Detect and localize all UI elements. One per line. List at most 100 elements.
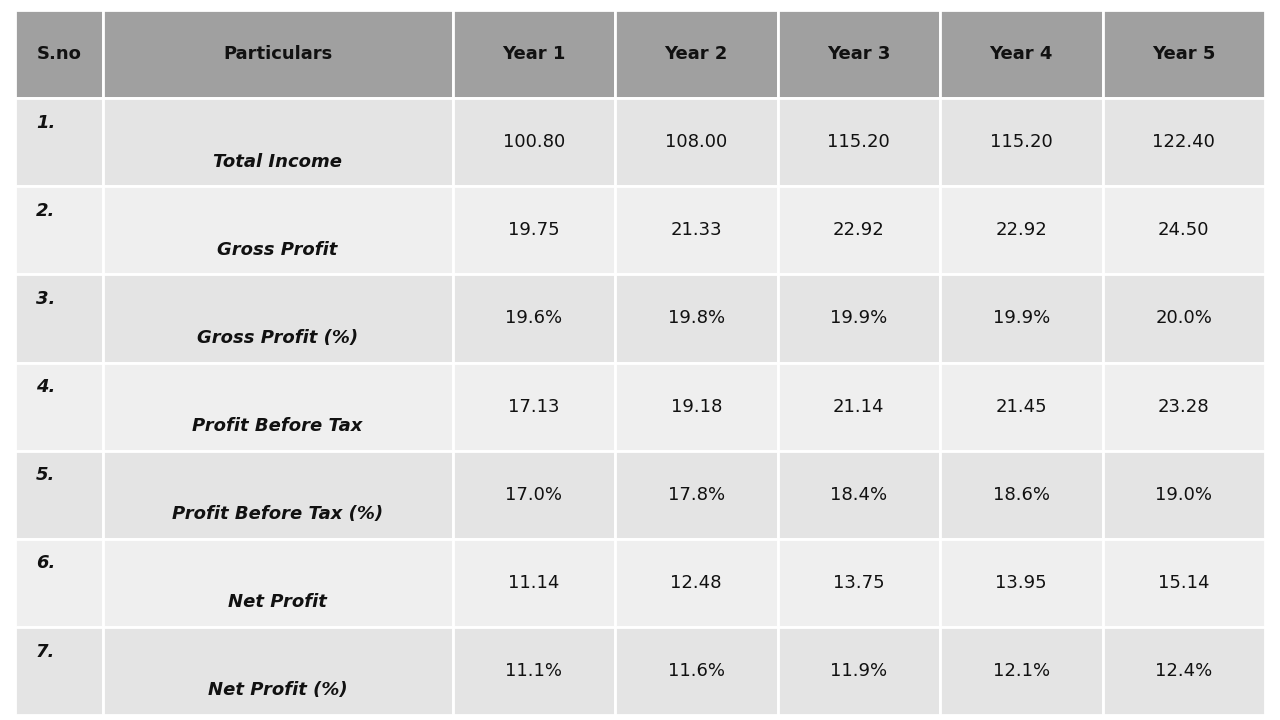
Text: 20.0%: 20.0% (1156, 310, 1212, 328)
Text: 4.: 4. (36, 378, 55, 396)
Text: 23.28: 23.28 (1158, 397, 1210, 415)
Text: 12.48: 12.48 (671, 574, 722, 592)
Bar (453, 627, 614, 715)
Bar (1102, 451, 1265, 539)
Bar (777, 10, 940, 98)
Text: S.no: S.no (36, 45, 81, 63)
Text: 2.: 2. (36, 202, 55, 220)
Text: 7.: 7. (36, 642, 55, 660)
Bar (777, 451, 940, 539)
Text: Particulars: Particulars (223, 45, 332, 63)
Text: Year 5: Year 5 (1152, 45, 1216, 63)
Text: Year 4: Year 4 (989, 45, 1053, 63)
Bar (777, 98, 940, 186)
Bar (940, 98, 1102, 186)
Text: 3.: 3. (36, 290, 55, 308)
Bar (940, 539, 1102, 627)
Text: Total Income: Total Income (212, 153, 342, 171)
Text: 22.92: 22.92 (833, 221, 884, 239)
Bar (1102, 362, 1265, 451)
Text: 115.20: 115.20 (989, 133, 1052, 151)
Bar (614, 274, 777, 362)
Bar (102, 362, 453, 451)
Bar (15, 98, 102, 186)
Text: 108.00: 108.00 (666, 133, 727, 151)
Bar (1102, 627, 1265, 715)
Text: Year 3: Year 3 (827, 45, 891, 63)
Text: 19.8%: 19.8% (668, 310, 724, 328)
Text: 6.: 6. (36, 554, 55, 572)
Bar (1102, 539, 1265, 627)
Bar (15, 186, 102, 274)
Bar (777, 274, 940, 362)
Text: 22.92: 22.92 (996, 221, 1047, 239)
Bar (15, 10, 102, 98)
Bar (614, 98, 777, 186)
Text: 11.6%: 11.6% (668, 662, 724, 680)
Text: 12.1%: 12.1% (993, 662, 1050, 680)
Bar (614, 362, 777, 451)
Text: 5.: 5. (36, 467, 55, 485)
Text: 19.6%: 19.6% (506, 310, 562, 328)
Text: 21.33: 21.33 (671, 221, 722, 239)
Bar (614, 10, 777, 98)
Bar (102, 539, 453, 627)
Text: 115.20: 115.20 (827, 133, 890, 151)
Text: Net Profit: Net Profit (228, 593, 326, 611)
Bar (102, 274, 453, 362)
Text: Profit Before Tax: Profit Before Tax (192, 417, 362, 435)
Bar (1102, 10, 1265, 98)
Bar (614, 539, 777, 627)
Text: 1.: 1. (36, 114, 55, 132)
Bar (102, 98, 453, 186)
Bar (453, 539, 614, 627)
Text: 19.9%: 19.9% (992, 310, 1050, 328)
Text: 17.8%: 17.8% (668, 486, 724, 504)
Bar (453, 98, 614, 186)
Text: 19.9%: 19.9% (831, 310, 887, 328)
Text: 18.4%: 18.4% (831, 486, 887, 504)
Bar (940, 186, 1102, 274)
Text: 122.40: 122.40 (1152, 133, 1215, 151)
Bar (15, 627, 102, 715)
Text: 17.0%: 17.0% (506, 486, 562, 504)
Bar (614, 186, 777, 274)
Bar (1102, 274, 1265, 362)
Text: Net Profit (%): Net Profit (%) (207, 681, 347, 699)
Text: 24.50: 24.50 (1158, 221, 1210, 239)
Text: 100.80: 100.80 (503, 133, 564, 151)
Bar (102, 451, 453, 539)
Text: 18.6%: 18.6% (993, 486, 1050, 504)
Bar (940, 362, 1102, 451)
Bar (1102, 98, 1265, 186)
Text: 11.9%: 11.9% (831, 662, 887, 680)
Bar (453, 186, 614, 274)
Bar (15, 362, 102, 451)
Bar (614, 627, 777, 715)
Text: 19.18: 19.18 (671, 397, 722, 415)
Text: Year 1: Year 1 (502, 45, 566, 63)
Bar (453, 362, 614, 451)
Bar (940, 10, 1102, 98)
Text: 15.14: 15.14 (1158, 574, 1210, 592)
Bar (102, 186, 453, 274)
Bar (1102, 186, 1265, 274)
Text: 19.75: 19.75 (508, 221, 559, 239)
Bar (614, 451, 777, 539)
Text: 11.1%: 11.1% (506, 662, 562, 680)
Text: 13.75: 13.75 (833, 574, 884, 592)
Text: Year 2: Year 2 (664, 45, 728, 63)
Text: 12.4%: 12.4% (1155, 662, 1212, 680)
Bar (15, 274, 102, 362)
Bar (453, 274, 614, 362)
Bar (940, 451, 1102, 539)
Text: Profit Before Tax (%): Profit Before Tax (%) (172, 505, 383, 523)
Bar (940, 274, 1102, 362)
Text: 19.0%: 19.0% (1156, 486, 1212, 504)
Text: 21.45: 21.45 (996, 397, 1047, 415)
Bar (777, 362, 940, 451)
Bar (15, 451, 102, 539)
Text: 13.95: 13.95 (996, 574, 1047, 592)
Bar (940, 627, 1102, 715)
Bar (777, 627, 940, 715)
